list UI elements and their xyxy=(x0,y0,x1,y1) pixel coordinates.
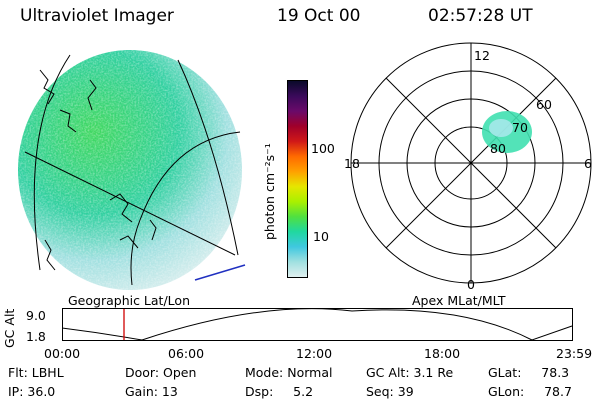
mlt-label-12: 12 xyxy=(474,48,490,63)
colorbar-tick-10: 10 xyxy=(313,229,329,244)
colorbar-label: photon cm⁻²s⁻¹ xyxy=(262,143,277,240)
lat-label-60: 60 xyxy=(536,97,552,112)
status-gc-alt: GC Alt: 3.1 Re xyxy=(366,365,454,380)
colorbar xyxy=(287,80,308,278)
timeline-ytick-high: 9.0 xyxy=(26,308,46,323)
timeline-xtick-0000: 00:00 xyxy=(44,346,81,361)
mlt-axis-diagonal xyxy=(385,77,557,249)
timeline-right-title: Apex MLat/MLT xyxy=(412,293,506,308)
latlon-grid-line xyxy=(130,131,241,286)
status-door: Door: Open xyxy=(125,365,197,380)
status-ip: IP: 36.0 xyxy=(8,384,56,399)
time-label: 02:57:28 UT xyxy=(428,6,533,26)
status-mode: Mode: Normal xyxy=(245,365,333,380)
latlon-grid-line xyxy=(24,151,236,256)
timeline-left-title: Geographic Lat/Lon xyxy=(68,293,190,308)
status-glat: GLat: 78.3 xyxy=(488,365,570,380)
lat-label-80: 80 xyxy=(490,141,506,156)
status-glon: GLon: 78.7 xyxy=(488,384,572,399)
mlt-label-0: 0 xyxy=(467,277,475,292)
timeline-xtick-2359: 23:59 xyxy=(556,346,593,361)
mlt-label-18: 18 xyxy=(344,156,360,171)
status-seq: Seq: 39 xyxy=(366,384,414,399)
instrument-title: Ultraviolet Imager xyxy=(20,6,174,26)
latlon-grid-line xyxy=(33,54,71,271)
timeline-ytick-low: 1.8 xyxy=(26,329,46,344)
auroral-image xyxy=(18,50,246,290)
timeline-ylabel: GC Alt xyxy=(2,308,17,348)
colorbar-tick-100: 100 xyxy=(311,141,335,156)
status-filter: Flt: LBHL xyxy=(8,365,64,380)
timeline-xtick-1200: 12:00 xyxy=(296,346,333,361)
timeline-xtick-1800: 18:00 xyxy=(424,346,461,361)
date-label: 19 Oct 00 xyxy=(277,6,361,26)
altitude-curve xyxy=(62,308,573,341)
lat-label-70: 70 xyxy=(512,120,528,135)
status-gain: Gain: 13 xyxy=(125,384,178,399)
timeline-xtick-0600: 06:00 xyxy=(168,346,205,361)
coastlines xyxy=(39,69,157,271)
latlon-grid-line xyxy=(177,59,239,256)
altitude-timeline xyxy=(62,308,573,341)
polar-plot: 12 18 6 0 60 70 80 xyxy=(344,42,592,292)
sun-direction-line xyxy=(194,264,246,281)
polar-aurora-core xyxy=(489,119,513,137)
mlt-label-6: 6 xyxy=(584,156,592,171)
noise-texture xyxy=(18,50,242,290)
status-dsp: Dsp: 5.2 xyxy=(245,384,314,399)
timeline-frame xyxy=(62,308,573,341)
